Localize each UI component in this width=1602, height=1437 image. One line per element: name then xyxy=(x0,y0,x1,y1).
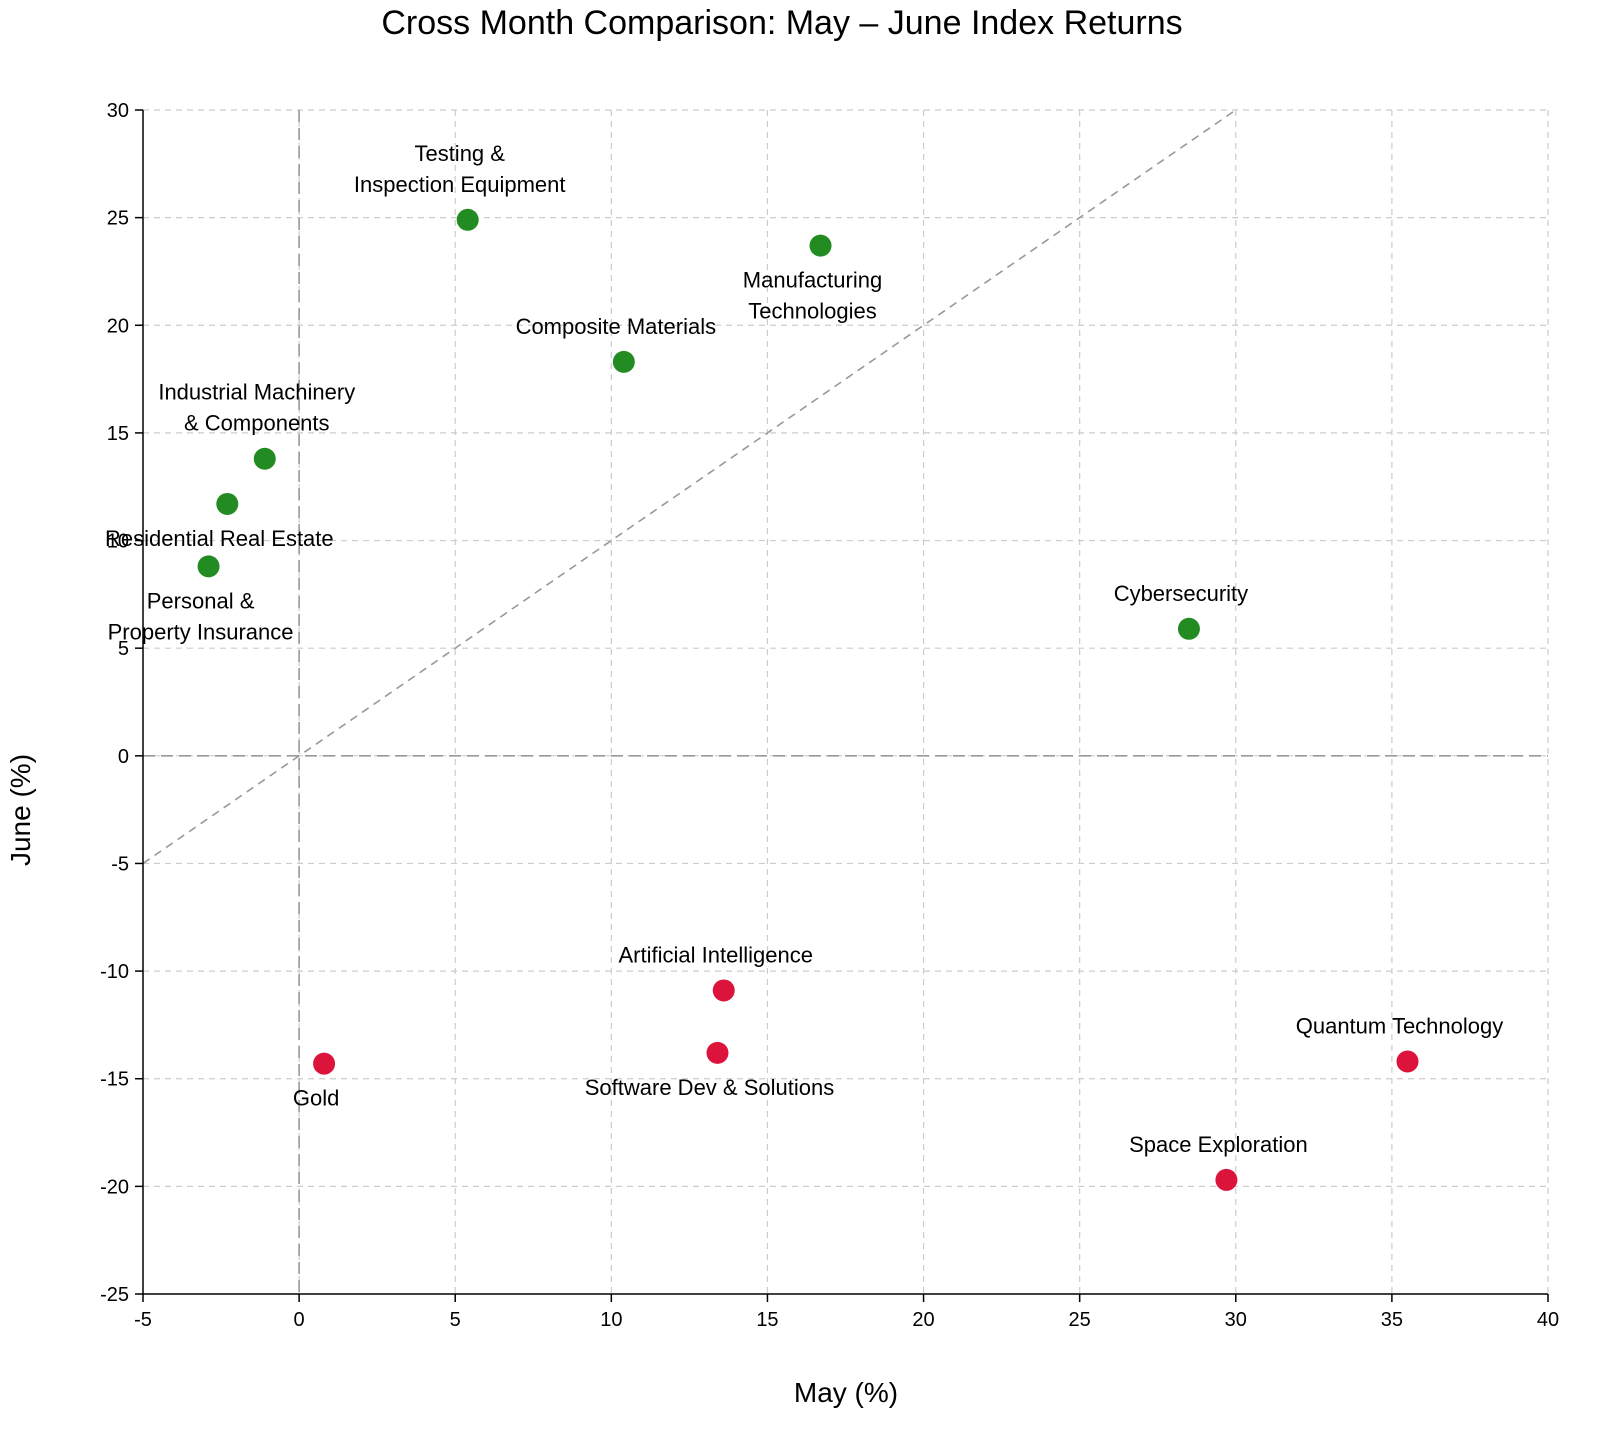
y-tick-label: 0 xyxy=(118,746,129,768)
data-point xyxy=(712,979,735,1002)
point-labels: Testing & Inspection Equipment Manufacturi… xyxy=(105,141,1503,1157)
data-point xyxy=(612,350,635,373)
point-label: Residential Real Estate xyxy=(105,526,334,551)
data-point xyxy=(809,234,832,257)
reference-lines xyxy=(142,109,1548,1294)
data-point xyxy=(253,447,276,470)
y-tick-label: -25 xyxy=(100,1284,129,1306)
point-label: Personal & Property Insurance xyxy=(108,588,294,644)
x-tick-label: 40 xyxy=(1537,1309,1559,1331)
data-point xyxy=(1177,617,1200,640)
x-tick-label: 0 xyxy=(294,1309,305,1331)
point-label: Manufacturing Technologies xyxy=(743,268,882,324)
data-point xyxy=(706,1041,729,1064)
point-label: Software Dev & Solutions xyxy=(585,1075,834,1100)
x-axis-title: May (%) xyxy=(794,1377,898,1408)
chart-title: Cross Month Comparison: May – June Index… xyxy=(381,4,1182,42)
x-tick-label: 10 xyxy=(600,1309,622,1331)
data-point xyxy=(1396,1050,1419,1073)
point-label: Industrial Machinery & Components xyxy=(158,380,355,436)
x-tick-label: 25 xyxy=(1069,1309,1091,1331)
data-point xyxy=(456,208,479,231)
point-label: Quantum Technology xyxy=(1296,1014,1504,1039)
axes xyxy=(135,109,1549,1302)
x-tick-label: 35 xyxy=(1381,1309,1403,1331)
y-tick-label: -15 xyxy=(100,1069,129,1091)
y-tick-label: 20 xyxy=(107,315,129,337)
y-tick-label: -5 xyxy=(111,853,129,875)
data-points xyxy=(197,208,1419,1191)
point-label: Gold xyxy=(293,1086,339,1111)
y-tick-label: 10 xyxy=(107,531,129,553)
tick-labels: -5 0 5 10 15 20 25 30 35 40 -25 -20 -15 -10 -5 0 5 10 15 20… xyxy=(100,100,1559,1331)
y-tick-label: 30 xyxy=(107,100,129,122)
x-tick-label: 5 xyxy=(450,1309,461,1331)
point-label: Space Exploration xyxy=(1129,1132,1308,1157)
x-tick-label: 30 xyxy=(1225,1309,1247,1331)
x-tick-label: -5 xyxy=(134,1309,152,1331)
y-tick-label: -10 xyxy=(100,961,129,983)
y-tick-label: 5 xyxy=(118,638,129,660)
point-label: Cybersecurity xyxy=(1114,581,1248,606)
data-point xyxy=(197,555,220,578)
data-point xyxy=(1215,1168,1238,1191)
data-point xyxy=(216,492,239,515)
x-tick-label: 20 xyxy=(912,1309,934,1331)
y-axis-title: June (%) xyxy=(5,754,36,866)
y-tick-label: 25 xyxy=(107,208,129,230)
data-point xyxy=(313,1052,336,1075)
y-tick-label: -20 xyxy=(100,1176,129,1198)
point-label: Composite Materials xyxy=(516,314,717,339)
x-tick-label: 15 xyxy=(756,1309,778,1331)
point-label: Testing & Inspection Equipment xyxy=(354,141,566,197)
point-label: Artificial Intelligence xyxy=(619,942,813,967)
diagonal-line xyxy=(142,109,1237,865)
y-tick-label: 15 xyxy=(107,423,129,445)
